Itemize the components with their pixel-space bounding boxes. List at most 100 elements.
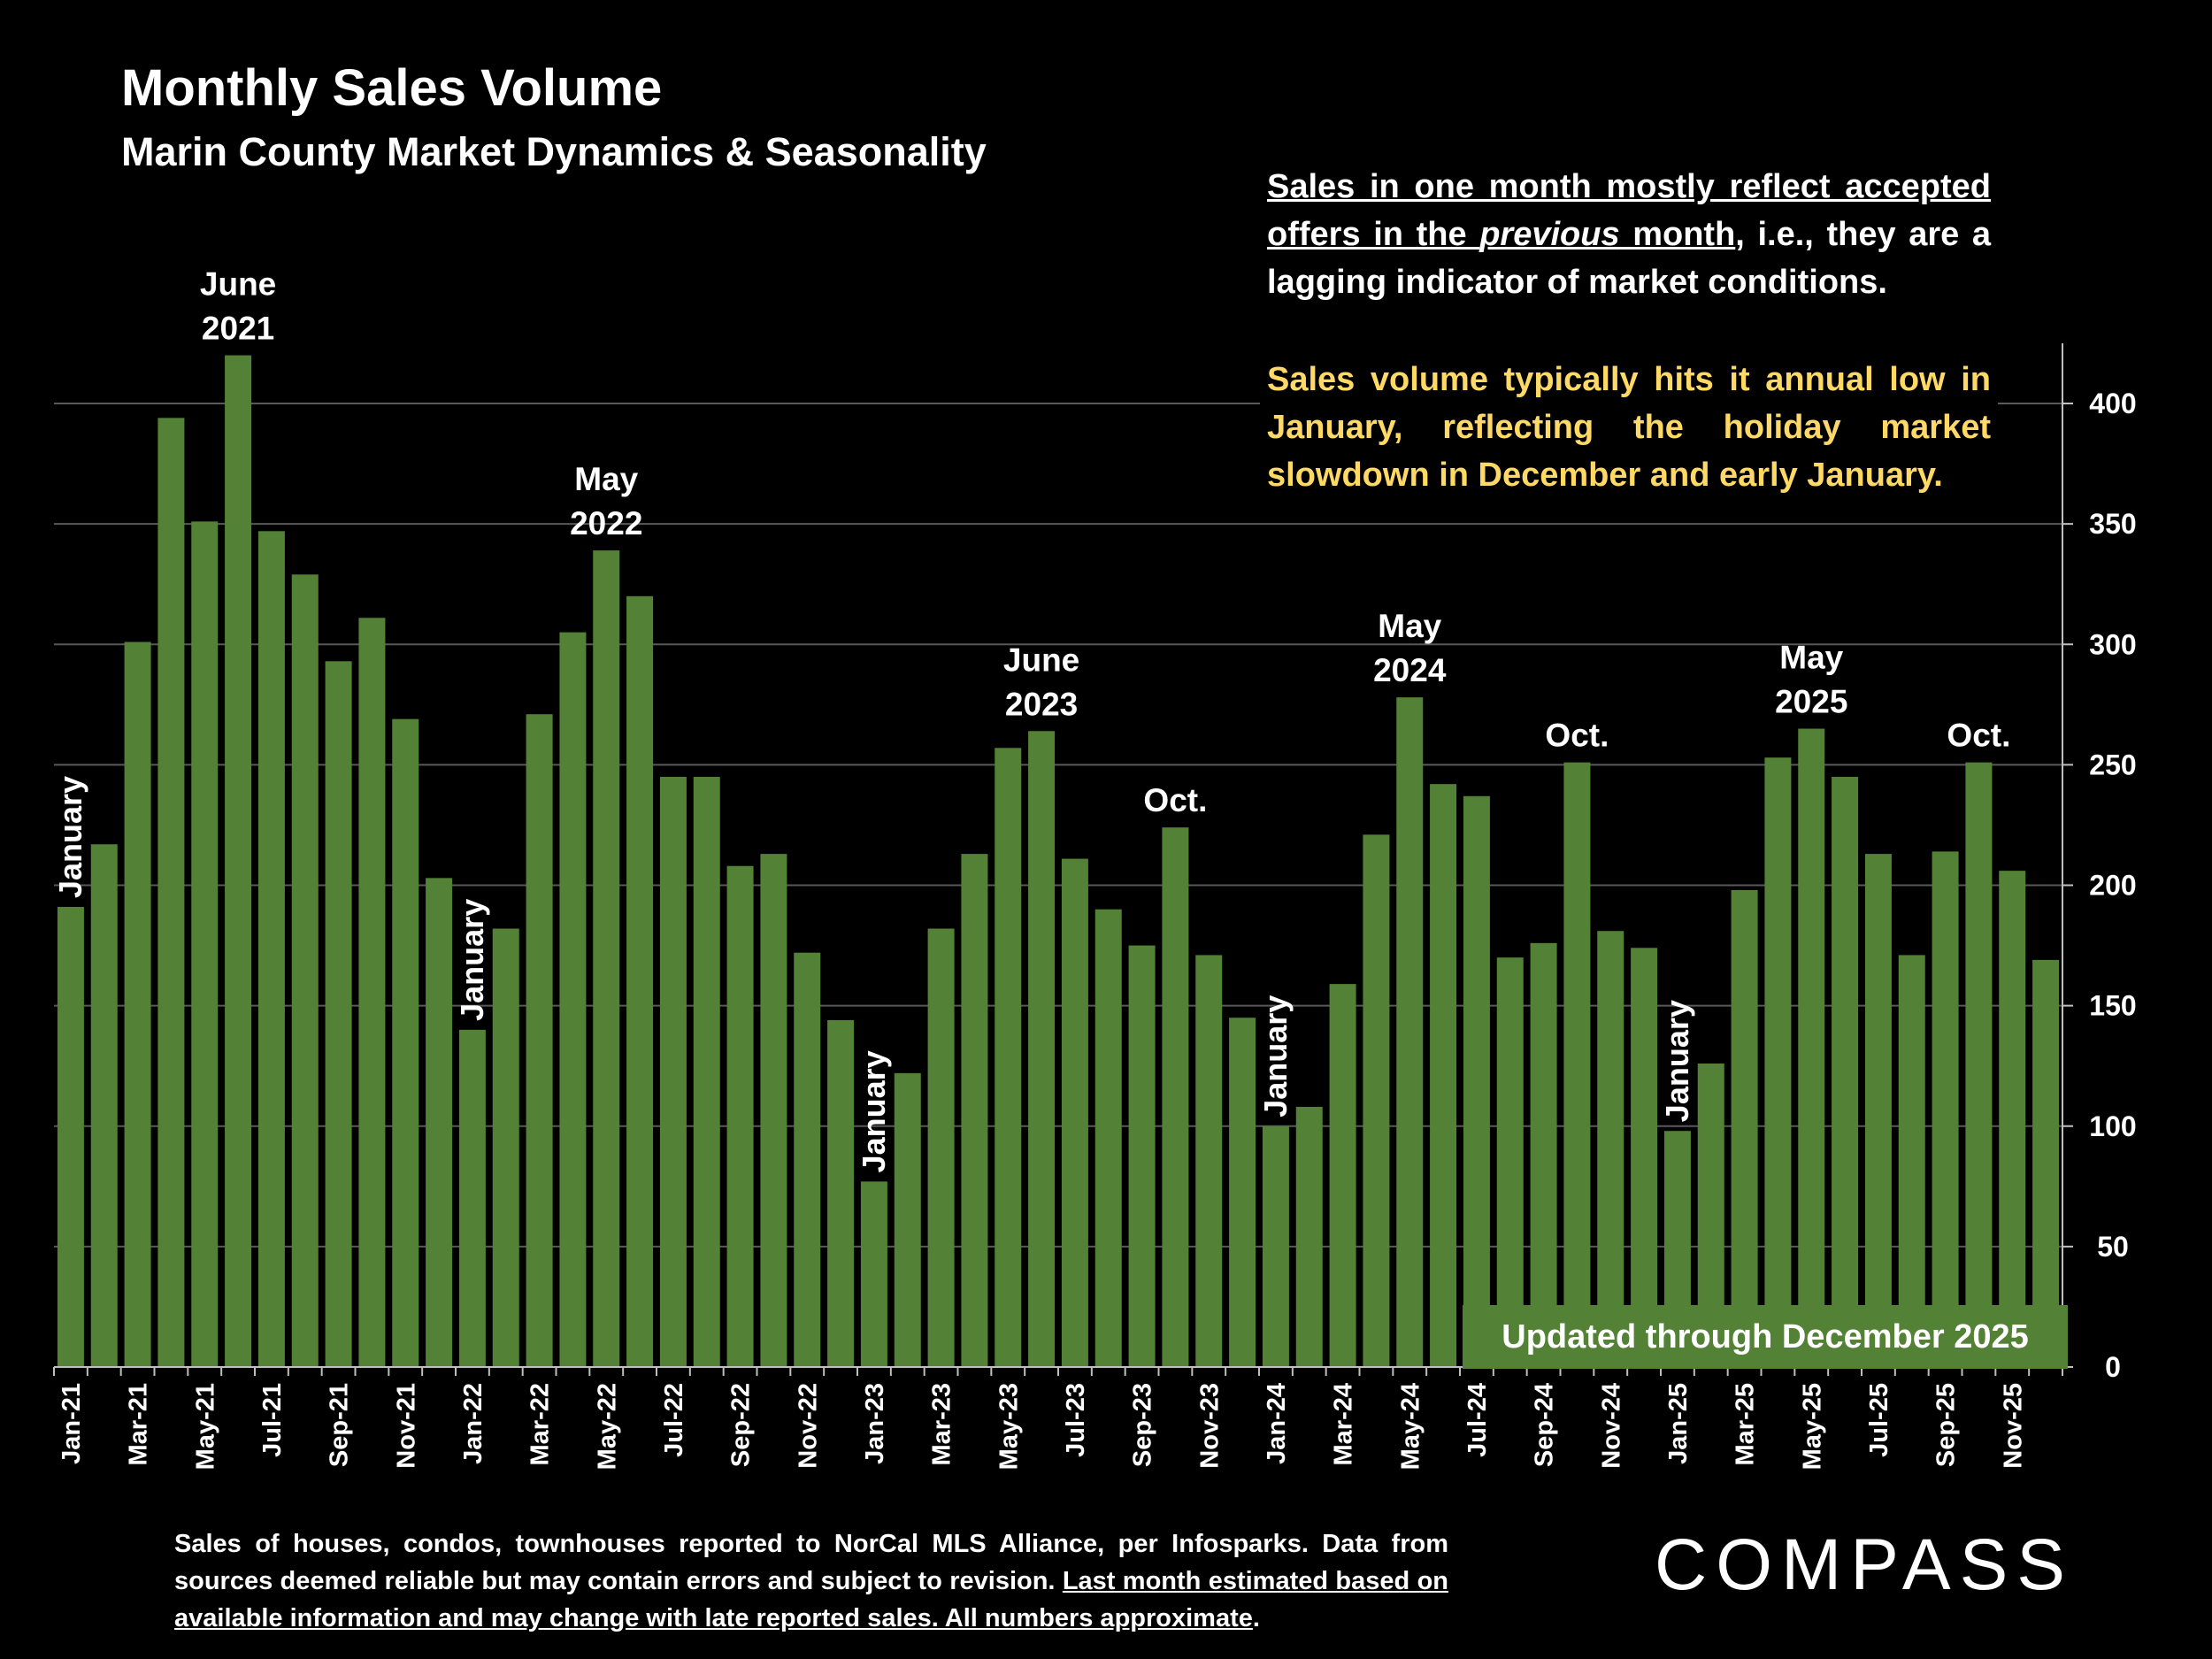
y-tick-label: 250 bbox=[2089, 749, 2136, 780]
annotation-label: January bbox=[454, 899, 490, 1021]
bar-Nov-24 bbox=[1597, 931, 1624, 1367]
bar-Apr-25 bbox=[1764, 757, 1792, 1367]
bar-May-25 bbox=[1798, 728, 1825, 1367]
bar-Mar-23 bbox=[927, 928, 955, 1367]
bar-Oct-25 bbox=[1965, 762, 1993, 1367]
bar-May-21 bbox=[191, 521, 219, 1367]
y-tick-label: 150 bbox=[2089, 990, 2136, 1022]
bar-Jun-22 bbox=[626, 595, 654, 1367]
bar-Apr-23 bbox=[961, 854, 988, 1367]
annotation-label: January bbox=[1659, 1000, 1695, 1122]
bar-Jan-23 bbox=[860, 1181, 887, 1367]
x-tick-label: Mar-23 bbox=[928, 1383, 956, 1466]
bar-Jul-22 bbox=[659, 776, 687, 1367]
annotation-label: May bbox=[1779, 640, 1843, 676]
note-rest: , i.e., they are a lagging indicator of … bbox=[1267, 216, 1991, 301]
chart-subtitle: Marin County Market Dynamics & Seasonali… bbox=[121, 129, 987, 174]
bar-Mar-24 bbox=[1329, 984, 1356, 1367]
x-tick-label: Jul-22 bbox=[660, 1383, 688, 1457]
annotation-label: Oct. bbox=[1143, 782, 1207, 818]
bar-Oct-23 bbox=[1162, 827, 1189, 1367]
chart-title: Monthly Sales Volume bbox=[121, 59, 663, 117]
bar-Dec-24 bbox=[1631, 948, 1658, 1367]
bar-Feb-24 bbox=[1295, 1106, 1323, 1367]
bar-Dec-23 bbox=[1229, 1018, 1256, 1367]
bar-Sep-22 bbox=[726, 865, 754, 1367]
source-footnote: Sales of houses, condos, townhouses repo… bbox=[174, 1525, 1448, 1637]
bar-Dec-21 bbox=[426, 878, 453, 1367]
x-tick-label: Sep-23 bbox=[1129, 1383, 1157, 1467]
footnote-underlined: Last month estimated based on available … bbox=[174, 1567, 1448, 1632]
seasonality-note: Sales volume typically hits it annual lo… bbox=[1260, 352, 1998, 503]
annotation-label: 2025 bbox=[1775, 684, 1847, 720]
bar-Mar-22 bbox=[526, 714, 553, 1367]
bar-Oct-21 bbox=[358, 618, 386, 1367]
bar-Jan-22 bbox=[458, 1029, 486, 1367]
x-tick-label: Jul-21 bbox=[258, 1383, 287, 1457]
x-tick-label: May-25 bbox=[1798, 1383, 1826, 1470]
x-tick-label: Nov-21 bbox=[392, 1383, 420, 1469]
bar-Sep-21 bbox=[325, 661, 352, 1367]
x-tick-label: Jan-22 bbox=[459, 1383, 488, 1464]
x-tick-label: Nov-24 bbox=[1597, 1383, 1625, 1469]
bar-Aug-23 bbox=[1094, 909, 1122, 1367]
bar-Jan-24 bbox=[1262, 1125, 1289, 1367]
y-tick-label: 200 bbox=[2089, 870, 2136, 902]
bar-Feb-23 bbox=[894, 1072, 921, 1367]
y-tick-label: 400 bbox=[2089, 388, 2136, 419]
annotation-label: June bbox=[200, 266, 276, 303]
bar-Nov-25 bbox=[1999, 871, 2026, 1367]
x-tick-label: Sep-25 bbox=[1932, 1383, 1961, 1467]
x-tick-label: Sep-22 bbox=[727, 1383, 756, 1467]
bar-Nov-21 bbox=[392, 718, 419, 1367]
updated-through-badge: Updated through December 2025 bbox=[1463, 1305, 2068, 1369]
x-tick-label: Nov-23 bbox=[1195, 1383, 1224, 1469]
x-tick-label: Mar-25 bbox=[1732, 1383, 1760, 1466]
bar-Jul-23 bbox=[1061, 858, 1088, 1367]
bar-Nov-23 bbox=[1195, 955, 1223, 1367]
y-tick-label: 350 bbox=[2089, 508, 2136, 540]
bar-Jun-23 bbox=[1028, 731, 1056, 1367]
bar-Dec-22 bbox=[827, 1019, 855, 1367]
bar-Mar-21 bbox=[124, 641, 151, 1367]
y-tick-label: 300 bbox=[2089, 628, 2136, 660]
bar-Aug-22 bbox=[693, 776, 720, 1367]
x-tick-label: Mar-21 bbox=[125, 1383, 153, 1466]
x-tick-label: Mar-22 bbox=[526, 1383, 555, 1466]
x-tick-label: Jan-24 bbox=[1263, 1383, 1291, 1464]
bar-Sep-25 bbox=[1932, 851, 1959, 1367]
bar-Aug-24 bbox=[1496, 957, 1524, 1367]
x-tick-label: May-21 bbox=[191, 1383, 219, 1470]
bar-Jan-21 bbox=[57, 907, 84, 1367]
x-tick-label: May-23 bbox=[995, 1383, 1023, 1470]
x-tick-label: Sep-21 bbox=[326, 1383, 354, 1467]
bar-Aug-25 bbox=[1898, 955, 1925, 1367]
annotation-label: 2022 bbox=[570, 505, 642, 541]
lagging-indicator-note: Sales in one month mostly reflect accept… bbox=[1260, 159, 1998, 310]
annotation-label: 2024 bbox=[1373, 652, 1447, 688]
bar-Nov-22 bbox=[794, 952, 821, 1367]
y-tick-label: 50 bbox=[2097, 1231, 2129, 1263]
bar-Oct-22 bbox=[760, 854, 787, 1367]
bar-Oct-24 bbox=[1563, 762, 1591, 1367]
annotation-label: Oct. bbox=[1947, 718, 2010, 754]
x-tick-label: Nov-25 bbox=[1999, 1383, 2027, 1469]
annotation-label: May bbox=[574, 461, 638, 497]
x-tick-label: Nov-22 bbox=[794, 1383, 822, 1469]
x-tick-label: Mar-24 bbox=[1330, 1383, 1358, 1466]
bar-Jun-21 bbox=[225, 355, 252, 1367]
bar-Jul-21 bbox=[257, 531, 285, 1367]
bar-Sep-24 bbox=[1530, 942, 1557, 1367]
bar-Mar-25 bbox=[1731, 889, 1758, 1367]
bar-Apr-21 bbox=[157, 418, 185, 1368]
bar-Apr-24 bbox=[1363, 834, 1390, 1367]
bar-Jun-25 bbox=[1832, 776, 1859, 1367]
bar-May-23 bbox=[995, 748, 1022, 1367]
x-tick-label: May-22 bbox=[593, 1383, 621, 1470]
bar-Feb-21 bbox=[90, 844, 118, 1367]
x-tick-label: Jan-21 bbox=[58, 1383, 86, 1464]
x-tick-label: Sep-24 bbox=[1531, 1383, 1559, 1467]
bar-May-24 bbox=[1396, 697, 1424, 1367]
